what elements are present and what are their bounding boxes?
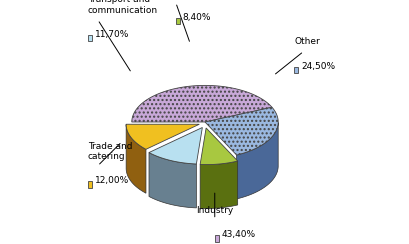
Bar [214,235,219,242]
Polygon shape [131,85,271,122]
Bar [88,35,92,41]
Polygon shape [204,107,278,155]
Text: 43,40%: 43,40% [221,230,255,239]
Bar [88,181,92,188]
Polygon shape [200,161,237,209]
Bar [293,67,298,73]
Bar [175,18,180,24]
Polygon shape [126,125,146,193]
Text: 24,50%: 24,50% [300,62,334,71]
Polygon shape [148,128,202,164]
Polygon shape [236,122,278,199]
Text: Transport and
communication: Transport and communication [88,0,157,15]
Text: 12,00%: 12,00% [94,176,129,185]
Text: Industry: Industry [196,206,233,215]
Polygon shape [200,128,237,165]
Polygon shape [126,124,199,149]
Polygon shape [148,152,196,208]
Text: 8,40%: 8,40% [182,13,211,22]
Text: Other: Other [293,37,319,46]
Text: 11,70%: 11,70% [94,30,129,39]
Text: Trade and
catering: Trade and catering [88,142,132,161]
